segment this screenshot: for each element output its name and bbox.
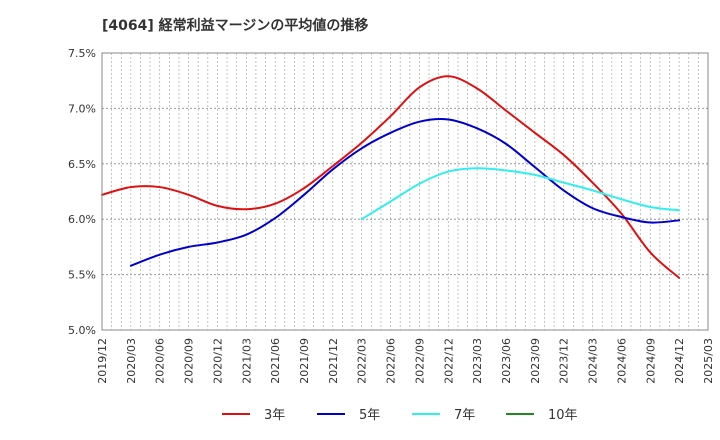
x-tick-label: 2020/12: [211, 338, 224, 384]
x-tick-label: 2024/03: [587, 338, 600, 384]
legend-label: 7年: [454, 408, 475, 423]
x-tick-label: 2021/06: [269, 338, 282, 384]
x-tick-label: 2023/06: [500, 338, 513, 384]
chart-title: [4064] 経常利益マージンの平均値の推移: [102, 17, 368, 34]
series-line-3: [360, 167, 681, 221]
x-tick-label: 2022/12: [442, 338, 455, 384]
x-tick-label: 2022/09: [413, 338, 426, 384]
y-tick-label: 7.5%: [68, 47, 96, 60]
legend-label: 5年: [359, 408, 380, 423]
y-tick-label: 6.5%: [68, 158, 96, 171]
legend: 3年 5年 7年 10年: [222, 408, 578, 423]
x-tick-label: 2022/03: [356, 338, 369, 384]
x-tick-label: 2024/12: [673, 338, 686, 384]
y-tick-label: 6.0%: [68, 213, 96, 226]
legend-label: 3年: [264, 408, 285, 423]
x-axis: 2019/12 2020/03 2020/06 2020/09 2020/12 2021/…: [96, 338, 715, 384]
x-tick-label: 2021/12: [327, 338, 340, 384]
x-tick-label: 2023/09: [529, 338, 542, 384]
x-tick-label: 2021/09: [298, 338, 311, 384]
x-tick-label: 2022/06: [385, 338, 398, 384]
y-axis: 5.0% 5.5% 6.0% 6.5% 7.0% 7.5%: [68, 47, 96, 337]
x-tick-label: 2023/12: [558, 338, 571, 384]
x-tick-label: 2023/03: [471, 338, 484, 384]
series-lines: [101, 75, 681, 279]
y-tick-label: 7.0%: [68, 102, 96, 115]
series-line-2: [129, 118, 681, 267]
x-tick-label: 2020/06: [154, 338, 167, 384]
x-tick-label: 2020/03: [125, 338, 138, 384]
x-tick-label: 2020/09: [183, 338, 196, 384]
y-tick-label: 5.5%: [68, 269, 96, 282]
series-line-1: [101, 75, 681, 279]
x-tick-label: 2019/12: [96, 338, 109, 384]
x-tick-label: 2024/06: [615, 338, 628, 384]
y-tick-label: 5.0%: [68, 324, 96, 337]
legend-label: 10年: [548, 408, 578, 423]
x-tick-label: 2025/03: [702, 338, 715, 384]
x-tick-label: 2024/09: [644, 338, 657, 384]
x-tick-label: 2021/03: [240, 338, 253, 384]
plot-area-border: [101, 52, 709, 331]
